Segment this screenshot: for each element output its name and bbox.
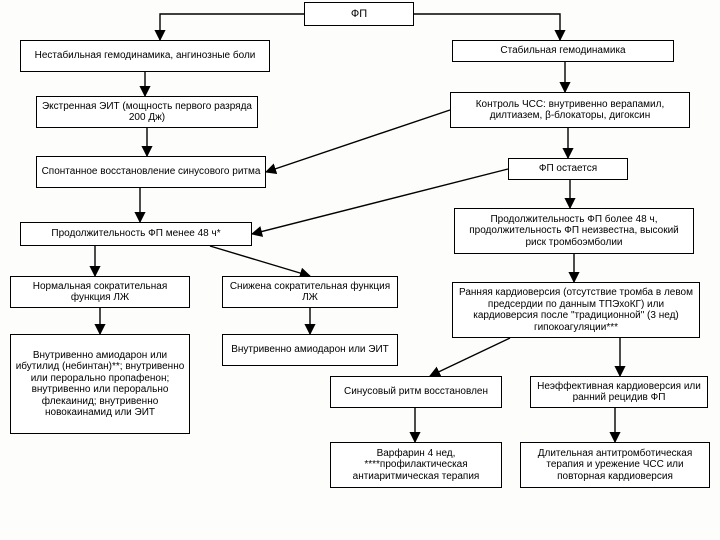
node-stable: Стабильная гемодинамика [452, 40, 674, 62]
node-warfarin: Варфарин 4 нед, ****профилактическая ант… [330, 442, 502, 488]
edge-hrcontrol-spont [266, 110, 450, 172]
node-hrcontrol: Контроль ЧСС: внутривенно верапамил, дил… [450, 92, 690, 128]
node-amio1: Внутривенно амиодарон или ибутилид (неби… [10, 334, 190, 434]
node-amio2: Внутривенно амиодарон или ЭИТ [222, 334, 398, 366]
node-longat: Длительная антитромботическая терапия и … [520, 442, 710, 488]
edge-root-unstable [160, 14, 304, 40]
node-fpstays: ФП остается [508, 158, 628, 180]
node-lvnorm: Нормальная сократительная функция ЛЖ [10, 276, 190, 308]
node-sinus: Синусовый ритм восстановлен [330, 376, 502, 408]
node-root: ФП [304, 2, 414, 26]
node-unstable: Нестабильная гемодинамика, ангинозные бо… [20, 40, 270, 72]
edge-dur48-lvreduced [210, 246, 310, 276]
node-spont: Спонтанное восстановление синусового рит… [36, 156, 266, 188]
node-ineffcv: Неэффективная кардиоверсия или ранний ре… [530, 376, 708, 408]
node-dur48: Продолжительность ФП менее 48 ч* [20, 222, 252, 246]
node-durmore: Продолжительность ФП более 48 ч, продолж… [454, 208, 694, 254]
edge-root-stable [414, 14, 560, 40]
node-eit: Экстренная ЭИТ (мощность первого разряда… [36, 96, 258, 128]
node-lvreduced: Снижена сократительная функция ЛЖ [222, 276, 398, 308]
node-earlycv: Ранняя кардиоверсия (отсутствие тромба в… [452, 282, 700, 338]
edge-earlycv-sinus [430, 338, 510, 376]
